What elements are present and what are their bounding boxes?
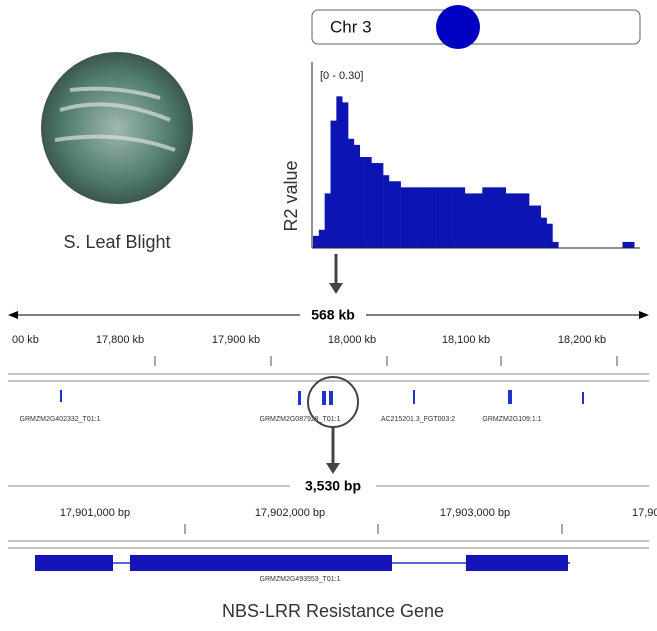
tick-label: 17,902,000 bp — [255, 507, 325, 519]
bar — [534, 205, 542, 248]
bar — [447, 187, 454, 248]
bar — [441, 187, 448, 248]
bar — [453, 187, 460, 248]
bar — [418, 187, 425, 248]
bar — [511, 193, 518, 248]
bar — [435, 187, 442, 248]
bar — [529, 205, 536, 248]
bar — [342, 102, 349, 249]
span-label: 568 kb — [311, 307, 355, 323]
gene-features — [60, 390, 584, 405]
bar — [499, 187, 506, 248]
region-ticks: 00 kb 17,800 kb 17,900 kb 18,000 kb 18,100 k… — [12, 334, 618, 366]
range-label: [0 - 0.30] — [320, 70, 363, 82]
tick-label: 00 kb — [12, 334, 39, 346]
bar — [377, 163, 384, 248]
bar — [476, 193, 483, 248]
tick-label: 18,100 kb — [442, 334, 490, 346]
gene-name: GRMZM2G109:1:1 — [482, 416, 541, 423]
gene-name: GRMZM2G402332_T01:1 — [20, 416, 101, 423]
bar — [388, 181, 396, 248]
bar — [371, 163, 378, 248]
bar — [423, 187, 431, 248]
bar — [470, 193, 477, 248]
bar — [464, 193, 471, 248]
bar — [318, 229, 325, 248]
bar — [494, 187, 501, 248]
histogram — [313, 96, 635, 249]
bar — [458, 187, 466, 248]
bar — [383, 175, 390, 248]
gene-name: GRMZM2G087928_T01:1 — [260, 416, 341, 423]
bar — [406, 187, 413, 248]
gene-labels: GRMZM2G402332_T01:1 GRMZM2G087928_T01:1 AC… — [20, 416, 542, 423]
gene-label: GRMZM2G493553_T01:1 — [260, 576, 341, 583]
bar — [429, 187, 436, 248]
bar — [540, 217, 547, 248]
span-label-bg — [300, 306, 366, 324]
caption: NBS-LRR Resistance Gene — [222, 601, 444, 621]
bar — [400, 187, 407, 248]
bar — [628, 241, 635, 248]
gene-ticks: 17,901,000 bp 17,902,000 bp 17,903,000 bp 1… — [60, 507, 657, 534]
tick-label: 17,901,000 bp — [60, 507, 130, 519]
bar — [482, 187, 489, 248]
leaf-photo — [41, 52, 193, 204]
arrows — [326, 254, 343, 474]
tick-label: 17,904 — [632, 507, 657, 519]
tick-label: 17,800 kb — [96, 334, 144, 346]
bar — [505, 193, 512, 248]
chromosome-marker — [436, 5, 480, 49]
bar — [353, 144, 361, 248]
bar — [313, 235, 320, 248]
bar — [365, 157, 372, 248]
bar — [394, 181, 401, 248]
bar — [546, 223, 553, 248]
span-label-bg — [290, 477, 376, 495]
gene-name: AC215201.3_FGT003:2 — [381, 416, 455, 423]
gene-model — [35, 555, 570, 571]
bar — [330, 120, 337, 248]
bar — [622, 241, 629, 248]
highlight-circle — [307, 376, 359, 428]
bar — [324, 193, 331, 248]
bar — [336, 96, 343, 248]
y-axis-label: R2 value — [281, 160, 301, 231]
trait-label: S. Leaf Blight — [63, 232, 170, 252]
leaf-lesions — [54, 86, 176, 152]
bar — [359, 157, 366, 248]
bar — [517, 193, 524, 248]
bar — [523, 193, 530, 248]
tick-label: 17,900 kb — [212, 334, 260, 346]
bar — [552, 241, 559, 248]
bar — [488, 187, 495, 248]
span-label: 3,530 bp — [305, 478, 361, 494]
tick-label: 18,200 kb — [558, 334, 606, 346]
bar — [412, 187, 419, 248]
chromosome-label: Chr 3 — [330, 17, 372, 36]
bar — [348, 138, 355, 248]
tick-label: 18,000 kb — [328, 334, 376, 346]
tick-label: 17,903,000 bp — [440, 507, 510, 519]
